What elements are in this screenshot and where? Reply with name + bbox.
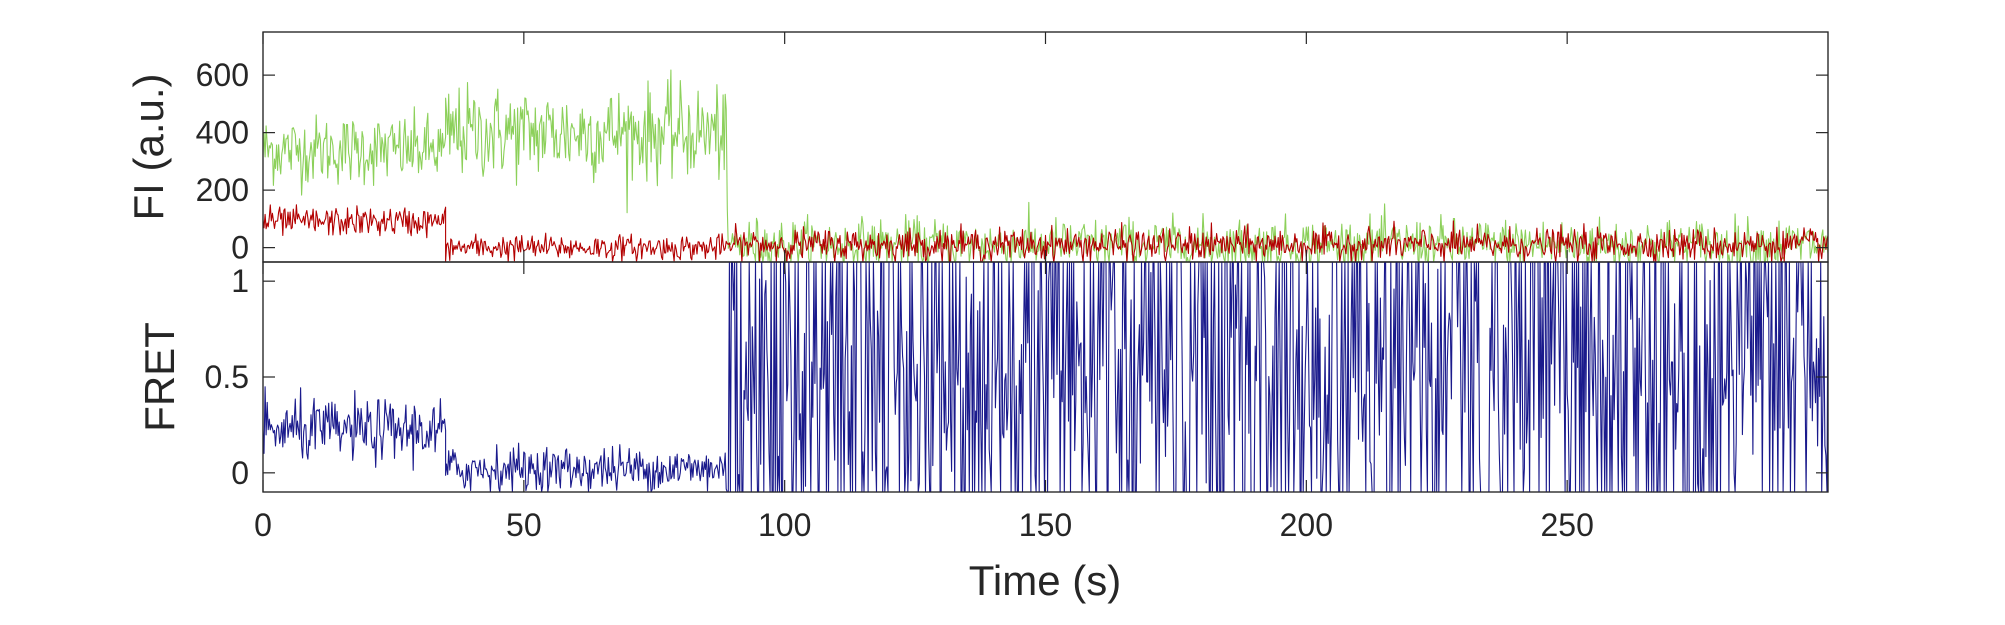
y-tick-label: 0 — [231, 455, 249, 491]
y-tick-label: 0.5 — [205, 359, 249, 395]
x-tick-label: 150 — [1019, 507, 1072, 543]
x-tick-label: 200 — [1280, 507, 1333, 543]
fluorescence-series-1 — [262, 204, 1829, 263]
y-tick-label: 600 — [196, 57, 249, 93]
fret-series-0 — [262, 261, 1829, 493]
fluorescence-y-axis: 0 200 400 600 — [196, 57, 1828, 266]
x-tick-label: 250 — [1540, 507, 1593, 543]
y-tick-label: 1 — [231, 263, 249, 299]
fluorescence-panel: 0 200 400 600 FI (a.u.) — [125, 31, 1829, 266]
fret-traces — [262, 261, 1829, 493]
x-tick-label: 0 — [254, 507, 272, 543]
fluorescence-y-axis-label: FI (a.u.) — [125, 73, 172, 220]
fret-x-axis: 0 50 100 150 200 250 — [254, 262, 1594, 543]
fluorescence-series-0 — [262, 69, 1829, 263]
x-tick-label: 50 — [506, 507, 542, 543]
fret-panel: 00.51 0 50 100 150 200 250 FRET Time (s) — [136, 261, 1829, 604]
fret-y-axis-label: FRET — [136, 322, 183, 432]
fluorescence-frame — [262, 31, 1829, 263]
y-tick-label: 200 — [196, 172, 249, 208]
fret-y-axis: 00.51 — [205, 263, 1828, 491]
x-tick-label: 100 — [758, 507, 811, 543]
fluorescence-traces — [262, 69, 1829, 263]
y-tick-label: 0 — [231, 230, 249, 266]
fluorescence-plot-area — [262, 31, 1829, 263]
x-axis-label: Time (s) — [969, 557, 1121, 604]
fret-frame — [262, 261, 1829, 493]
y-tick-label: 400 — [196, 115, 249, 151]
